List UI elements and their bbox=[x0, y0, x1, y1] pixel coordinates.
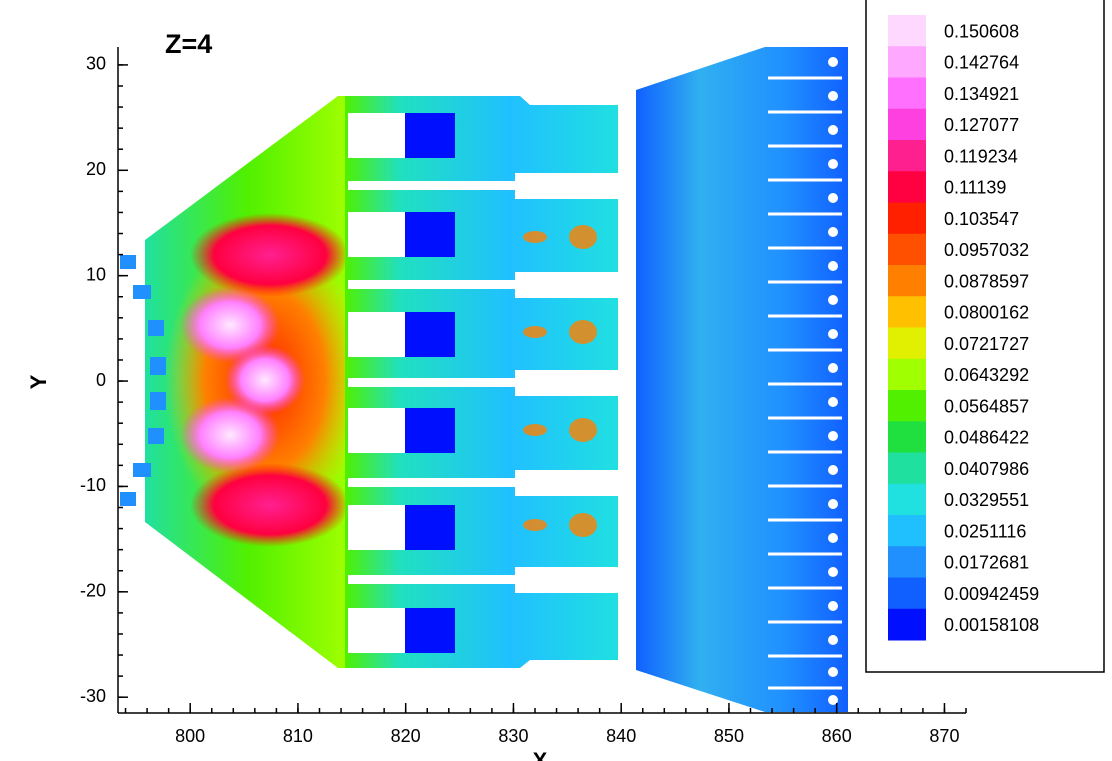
legend-label: 0.0800162 bbox=[944, 303, 1029, 323]
legend-label: 0.11139 bbox=[944, 178, 1006, 198]
legend-label: 0.0564857 bbox=[944, 396, 1029, 416]
legend-swatch bbox=[888, 327, 926, 360]
legend-label: 0.0721727 bbox=[944, 334, 1029, 354]
x-tick-label: 860 bbox=[822, 726, 852, 746]
y-axis-label: Y bbox=[26, 374, 51, 389]
y-tick-label: -30 bbox=[80, 686, 106, 706]
legend-label: 0.0957032 bbox=[944, 240, 1029, 260]
x-axis-label: X bbox=[533, 748, 548, 761]
legend-label: 0.0172681 bbox=[944, 553, 1029, 573]
legend-swatch bbox=[888, 546, 926, 578]
legend-label: 0.0251116 bbox=[944, 521, 1026, 541]
x-tick-label: 850 bbox=[714, 726, 744, 746]
x-tick-label: 870 bbox=[929, 726, 959, 746]
legend-label: 0.0329551 bbox=[944, 490, 1029, 510]
legend-swatch bbox=[888, 265, 926, 297]
contour-field bbox=[120, 47, 848, 712]
legend-label: 0.103547 bbox=[944, 209, 1019, 229]
legend-label: 0.00942459 bbox=[944, 584, 1039, 604]
legend-swatch bbox=[888, 296, 926, 328]
y-tick-label: -20 bbox=[80, 581, 106, 601]
x-tick-label: 800 bbox=[175, 726, 205, 746]
legend-label: 0.142764 bbox=[944, 53, 1019, 73]
legend-label: 0.0486422 bbox=[944, 428, 1029, 448]
x-tick-label: 840 bbox=[606, 726, 636, 746]
x-tick-label: 810 bbox=[283, 726, 313, 746]
legend-label: 0.127077 bbox=[944, 115, 1019, 135]
legend-swatch bbox=[888, 46, 926, 78]
chart-title: Z=4 bbox=[165, 29, 212, 59]
legend-label: 0.0878597 bbox=[944, 271, 1029, 291]
legend-label: 0.0643292 bbox=[944, 365, 1029, 385]
legend-swatch bbox=[888, 608, 926, 641]
legend-swatch bbox=[888, 421, 926, 453]
x-tick-label: 830 bbox=[498, 726, 528, 746]
legend-label: 0.134921 bbox=[944, 84, 1019, 104]
legend-swatch bbox=[888, 515, 926, 547]
legend-box bbox=[865, 0, 1105, 673]
y-tick-label: 10 bbox=[86, 264, 106, 284]
legend-swatch bbox=[888, 577, 926, 610]
y-tick-label: 30 bbox=[86, 54, 106, 74]
legend-swatch bbox=[888, 140, 926, 172]
y-tick-label: 20 bbox=[86, 159, 106, 179]
legend-label: 0.150608 bbox=[944, 21, 1019, 41]
legend-swatch bbox=[888, 233, 926, 266]
legend-label: 0.00158108 bbox=[944, 615, 1039, 635]
y-tick-label: 0 bbox=[96, 370, 106, 390]
legend-label: 0.0407986 bbox=[944, 459, 1029, 479]
legend-swatch bbox=[888, 202, 926, 235]
legend-swatch bbox=[888, 108, 926, 141]
legend-swatch bbox=[888, 358, 926, 391]
x-tick-label: 820 bbox=[391, 726, 421, 746]
legend-swatch bbox=[888, 452, 926, 485]
legend-swatch bbox=[888, 171, 926, 203]
legend-swatch bbox=[888, 15, 926, 47]
legend-swatch bbox=[888, 390, 926, 422]
legend-swatch bbox=[888, 483, 926, 516]
legend-swatch bbox=[888, 77, 926, 110]
legend-label: 0.119234 bbox=[944, 146, 1018, 166]
y-tick-label: -10 bbox=[80, 475, 106, 495]
